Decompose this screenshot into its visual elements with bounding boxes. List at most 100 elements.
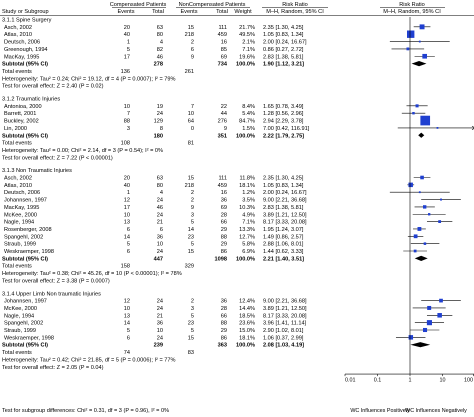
noncomp-total: 36	[221, 198, 227, 204]
noncomp-total: 86	[221, 249, 227, 255]
risk-ratio-ci: 1.95 [1.24, 3.07]	[263, 227, 304, 233]
noncomp-events: 2	[191, 198, 194, 204]
study-square	[413, 249, 417, 253]
risk-ratio-ci: 1.05 [0.83, 1.34]	[263, 183, 304, 189]
weight: 4.9%	[242, 212, 255, 218]
comp-total: 8	[160, 126, 163, 132]
weight: 12.7%	[239, 234, 255, 240]
risk-ratio-ci: 8.17 [3.33, 20.08]	[263, 220, 307, 226]
comp-events: 40	[124, 183, 130, 189]
noncomp-events: 15	[188, 176, 194, 182]
weight: 5.8%	[242, 242, 255, 248]
noncomp-total: 111	[218, 25, 227, 31]
axis-tick-label: 0.1	[374, 378, 382, 384]
subtotal-weight: 100.0%	[236, 133, 255, 139]
weight: 18.1%	[239, 183, 255, 189]
comp-events: 10	[124, 306, 130, 312]
noncomp-total: 28	[221, 212, 227, 218]
noncomp-total: 111	[218, 176, 227, 182]
risk-ratio-ci: 2.35 [1.30, 4.25]	[263, 176, 304, 182]
study-square	[423, 242, 427, 245]
noncomp-total-header: Total	[216, 9, 228, 15]
comp-events: 6	[127, 335, 130, 341]
study-square	[422, 327, 428, 333]
risk-ratio-ci: 2.00 [0.24, 16.67]	[263, 40, 307, 46]
comp-events: 6	[127, 227, 130, 233]
study-square	[438, 220, 442, 223]
subtotal-weight: 100.0%	[236, 343, 255, 349]
compensated-group-header: Compensated Patients	[110, 2, 167, 8]
comp-total: 4	[160, 190, 163, 196]
total-events-label: Total events	[2, 264, 32, 270]
noncomp-total: 86	[221, 335, 227, 341]
comp-total: 46	[157, 54, 163, 60]
study-square	[426, 320, 432, 326]
comp-total: 24	[157, 299, 163, 305]
noncomp-events: 2	[191, 40, 194, 46]
study-square	[437, 313, 442, 318]
comp-events: 10	[124, 104, 130, 110]
weight: 8.4%	[242, 104, 255, 110]
axis-tick-label: 1	[409, 378, 412, 384]
noncomp-total: 29	[221, 242, 227, 248]
weight: 11.8%	[240, 176, 255, 182]
study-column-header: Study or Subgroup	[2, 9, 49, 15]
subtotal-label: Subtotal (95% CI)	[2, 256, 48, 262]
risk-ratio-ci: 3.89 [1.21, 12.50]	[263, 212, 307, 218]
comp-events: 40	[124, 32, 130, 38]
subtotal-diamond	[418, 132, 425, 138]
noncomp-events: 15	[188, 249, 194, 255]
study-name: Greenough, 1994	[4, 47, 48, 53]
study-name: Rosenberger, 2008	[4, 227, 52, 233]
subtotal-noncomp-total: 734	[218, 62, 228, 68]
noncomp-events: 0	[191, 126, 194, 132]
study-square	[415, 104, 419, 108]
weight: 7.1%	[242, 47, 255, 53]
risk-ratio-ci: 2.83 [1.38, 5.81]	[263, 54, 304, 60]
heterogeneity-test: Heterogeneity: Tau² = 0.00; Chi² = 2.14,…	[2, 148, 163, 154]
study-name: Asch, 2002	[4, 176, 32, 182]
risk-ratio-plot-header: Risk Ratio	[399, 2, 425, 8]
comp-total: 10	[157, 242, 163, 248]
comp-events: 20	[124, 176, 130, 182]
noncomp-events: 3	[191, 306, 194, 312]
noncomp-events: 5	[191, 242, 194, 248]
study-name: Johannsen, 1997	[4, 198, 47, 204]
noncomp-events: 15	[188, 25, 194, 31]
comp-events: 3	[127, 126, 130, 132]
subgroup-title: 3.1.1 Spine Surgery	[2, 18, 52, 24]
method-header: M–H, Random, 95% CI	[266, 9, 324, 15]
comp-total: 4	[160, 40, 163, 46]
weight: 7.1%	[242, 220, 255, 226]
comp-total: 80	[157, 183, 163, 189]
risk-ratio-ci: 3.96 [1.41, 11.14]	[263, 321, 307, 327]
subgroup-differences-test: Test for subgroup differences: Chi² = 0.…	[2, 408, 169, 414]
risk-ratio-ci: 8.17 [3.33, 20.08]	[263, 313, 307, 319]
comp-total: 63	[157, 25, 163, 31]
comp-total: 21	[157, 220, 163, 226]
total-events-noncomp: 83	[188, 350, 194, 356]
comp-events: 1	[127, 40, 130, 46]
overall-effect-test: Test for overall effect: Z = 7.22 (P < 0…	[2, 155, 113, 161]
noncomp-events: 218	[185, 183, 194, 189]
study-name: McKee, 2000	[4, 306, 37, 312]
axis-right-direction-label: WC Influences Negatively	[405, 408, 467, 414]
study-name: McKee, 2000	[4, 212, 37, 218]
comp-total: 129	[154, 119, 163, 125]
study-square	[420, 115, 431, 126]
study-name: Nagle, 1994	[4, 220, 34, 226]
study-square	[419, 24, 425, 30]
axis-tick-label: 10	[440, 378, 446, 384]
comp-events: 17	[124, 205, 130, 211]
study-name: Atlas, 2010	[4, 32, 32, 38]
weight: 3.5%	[242, 198, 255, 204]
risk-ratio-ci: 2.90 [1.02, 8.01]	[263, 328, 304, 334]
noncomp-events: 23	[188, 234, 194, 240]
plot-marks	[389, 24, 474, 348]
subtotal-noncomp-total: 1098	[215, 256, 227, 262]
comp-total: 36	[157, 234, 163, 240]
comp-total: 63	[157, 176, 163, 182]
noncomp-events: 10	[188, 111, 194, 117]
subtotal-risk-ratio-ci: 2.22 [1.79, 2.75]	[263, 133, 304, 139]
noncompensated-group-header: NonCompensated Patients	[179, 2, 246, 8]
